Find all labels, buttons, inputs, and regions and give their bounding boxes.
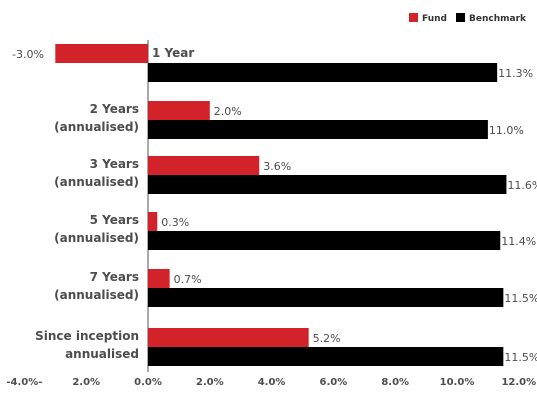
value-label-benchmark: 11.4% xyxy=(501,235,536,248)
legend-swatch-fund xyxy=(409,13,418,22)
legend-label-fund: Fund xyxy=(422,14,447,24)
value-label-fund: -3.0% xyxy=(12,48,44,61)
bar-benchmark xyxy=(148,231,501,250)
x-tick-label: 8.0% xyxy=(381,377,409,388)
x-tick-label: 2.0% xyxy=(72,377,100,388)
category-label: annualised xyxy=(65,347,139,361)
category-label: (annualised) xyxy=(54,231,139,245)
value-label-benchmark: 11.0% xyxy=(489,124,524,137)
bar-fund xyxy=(148,212,158,231)
value-label-benchmark: 11.5% xyxy=(504,351,537,364)
category-label: 3 Years xyxy=(90,157,139,171)
category-label: 2 Years xyxy=(90,102,139,116)
value-label-fund: 0.3% xyxy=(161,216,189,229)
category-label: (annualised) xyxy=(54,120,139,134)
x-tick-label: 0.0% xyxy=(134,377,162,388)
bar-benchmark xyxy=(148,175,507,194)
bar-fund xyxy=(148,269,170,288)
value-label-benchmark: 11.3% xyxy=(498,67,533,80)
category-label: 1 Year xyxy=(152,46,194,60)
value-label-fund: 5.2% xyxy=(313,332,341,345)
bar-fund xyxy=(148,328,309,347)
value-label-benchmark: 11.6% xyxy=(507,179,537,192)
legend-swatch-benchmark xyxy=(456,13,465,22)
x-tick-label: 10.0% xyxy=(440,377,475,388)
x-tick-label: 2.0% xyxy=(196,377,224,388)
value-label-fund: 3.6% xyxy=(263,160,291,173)
category-label: 7 Years xyxy=(90,270,139,284)
bar-benchmark xyxy=(148,347,504,366)
x-tick-label: 12.0% xyxy=(501,377,536,388)
category-label: 5 Years xyxy=(90,213,139,227)
bar-fund xyxy=(148,156,260,175)
category-label: (annualised) xyxy=(54,175,139,189)
bar-benchmark xyxy=(148,63,498,82)
category-label: (annualised) xyxy=(54,288,139,302)
value-label-fund: 0.7% xyxy=(174,273,202,286)
bar-benchmark xyxy=(148,120,488,139)
bar-fund xyxy=(148,101,210,120)
legend-label-benchmark: Benchmark xyxy=(469,14,527,24)
category-label: Since inception xyxy=(35,329,139,343)
x-tick-label: -4.0%- xyxy=(6,377,42,388)
bar-benchmark xyxy=(148,288,504,307)
value-label-benchmark: 11.5% xyxy=(504,292,537,305)
bar-fund xyxy=(55,44,148,63)
x-tick-label: 6.0% xyxy=(320,377,348,388)
value-label-fund: 2.0% xyxy=(214,105,242,118)
x-tick-label: 4.0% xyxy=(258,377,286,388)
